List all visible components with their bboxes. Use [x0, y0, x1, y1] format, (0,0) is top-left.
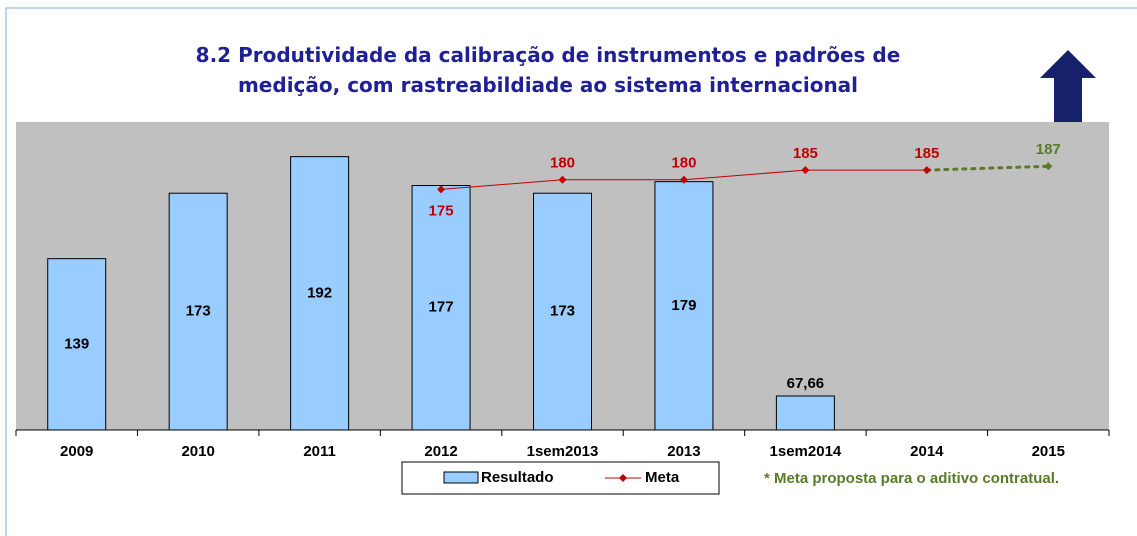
x-tick-label: 1sem2014 — [770, 443, 842, 460]
bar — [775, 395, 835, 431]
bar-value-label: 173 — [550, 303, 575, 320]
meta-value-label: 185 — [793, 145, 818, 162]
x-tick-label: 2014 — [910, 443, 944, 460]
meta-point — [437, 185, 446, 194]
meta-value-label: 185 — [914, 145, 939, 162]
x-tick-label: 2010 — [181, 443, 214, 460]
legend-label: Resultado — [481, 469, 554, 486]
meta-value-label: 175 — [429, 202, 454, 219]
bar-value-label: 179 — [671, 297, 696, 314]
bar — [411, 185, 471, 431]
bar-value-label: 139 — [64, 335, 89, 352]
frame — [5, 7, 1137, 536]
bar — [290, 156, 350, 431]
annotation: * Meta proposta para o aditivo contratua… — [764, 470, 1059, 487]
x-tick-label: 2012 — [424, 443, 457, 460]
bar-value-label: 192 — [307, 284, 332, 301]
meta-point — [801, 166, 810, 175]
meta-value-label: 187 — [1036, 141, 1061, 158]
meta-point — [1044, 162, 1053, 171]
legend-swatch — [443, 471, 479, 484]
bar — [654, 181, 714, 431]
bar-value-label: 177 — [429, 299, 454, 316]
up-arrow — [1040, 50, 1096, 128]
chart-title: 8.2 Produtividade da calibração de instr… — [195, 43, 901, 97]
bar — [533, 192, 592, 431]
bar — [168, 192, 228, 431]
meta-point — [679, 175, 688, 184]
x-tick-label: 2015 — [1032, 443, 1065, 460]
bar — [47, 258, 107, 431]
x-tick-label: 2009 — [60, 443, 93, 460]
bar-value-label: 67,66 — [787, 375, 825, 392]
meta-value-label: 180 — [671, 155, 696, 172]
meta-point — [558, 175, 567, 184]
bar-value-label: 173 — [186, 303, 211, 320]
meta-line — [925, 164, 1050, 172]
x-tick-label: 2011 — [303, 443, 336, 460]
x-tick-label: 1sem2013 — [527, 443, 599, 460]
legend-label: Meta — [645, 469, 680, 486]
meta-value-label: 180 — [550, 155, 575, 172]
meta-point — [922, 166, 931, 175]
legend-marker — [619, 474, 627, 482]
x-tick-label: 2013 — [667, 443, 700, 460]
